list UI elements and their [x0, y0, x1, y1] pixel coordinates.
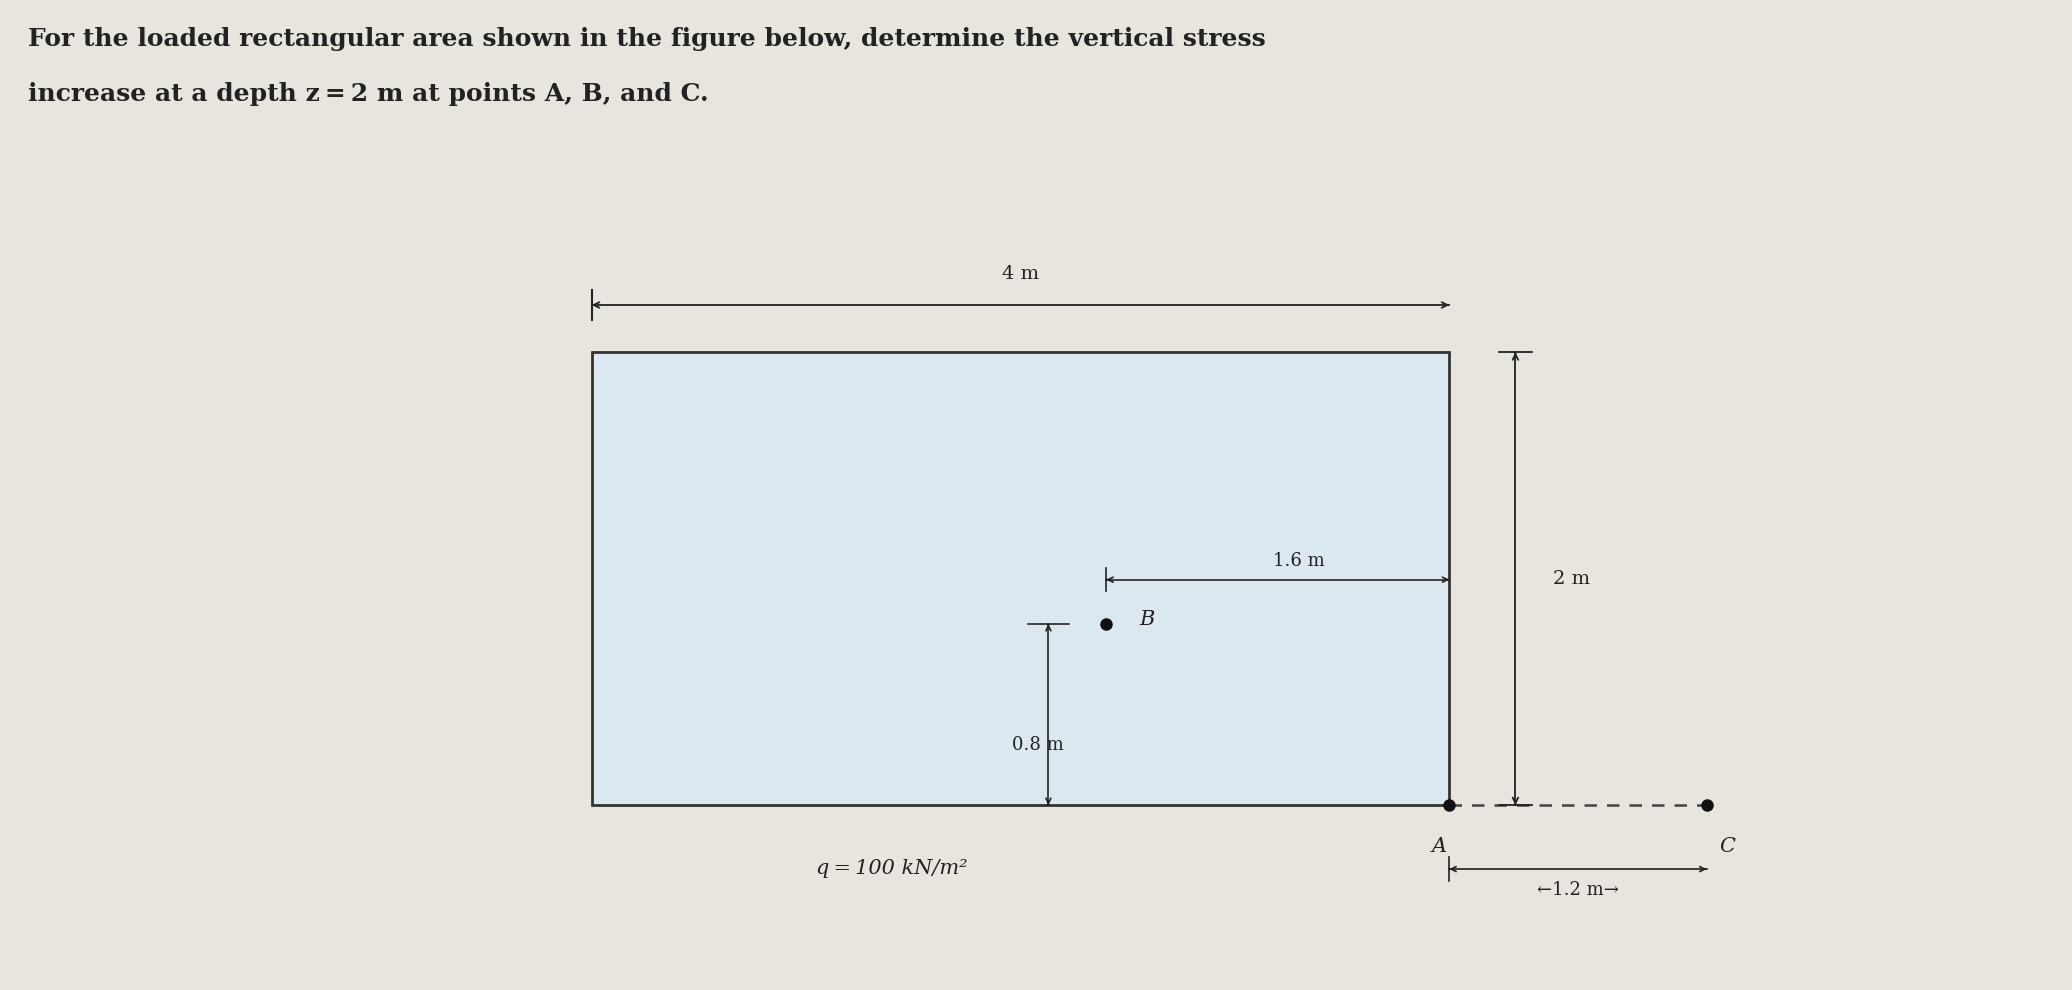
Text: A: A: [1432, 837, 1446, 855]
Text: 1.6 m: 1.6 m: [1272, 551, 1324, 570]
Text: ←1.2 m→: ←1.2 m→: [1537, 881, 1618, 899]
Text: increase at a depth z = 2 m at points A, B, and C.: increase at a depth z = 2 m at points A,…: [27, 81, 709, 106]
Text: 0.8 m: 0.8 m: [1013, 736, 1063, 754]
Text: C: C: [1720, 837, 1734, 855]
Bar: [593, 352, 1448, 805]
Text: 4 m: 4 m: [1003, 265, 1038, 283]
Text: q = 100 kN/m²: q = 100 kN/m²: [816, 859, 968, 878]
Text: For the loaded rectangular area shown in the figure below, determine the vertica: For the loaded rectangular area shown in…: [27, 28, 1266, 51]
Text: 2 m: 2 m: [1552, 569, 1589, 588]
Text: B: B: [1140, 610, 1154, 629]
